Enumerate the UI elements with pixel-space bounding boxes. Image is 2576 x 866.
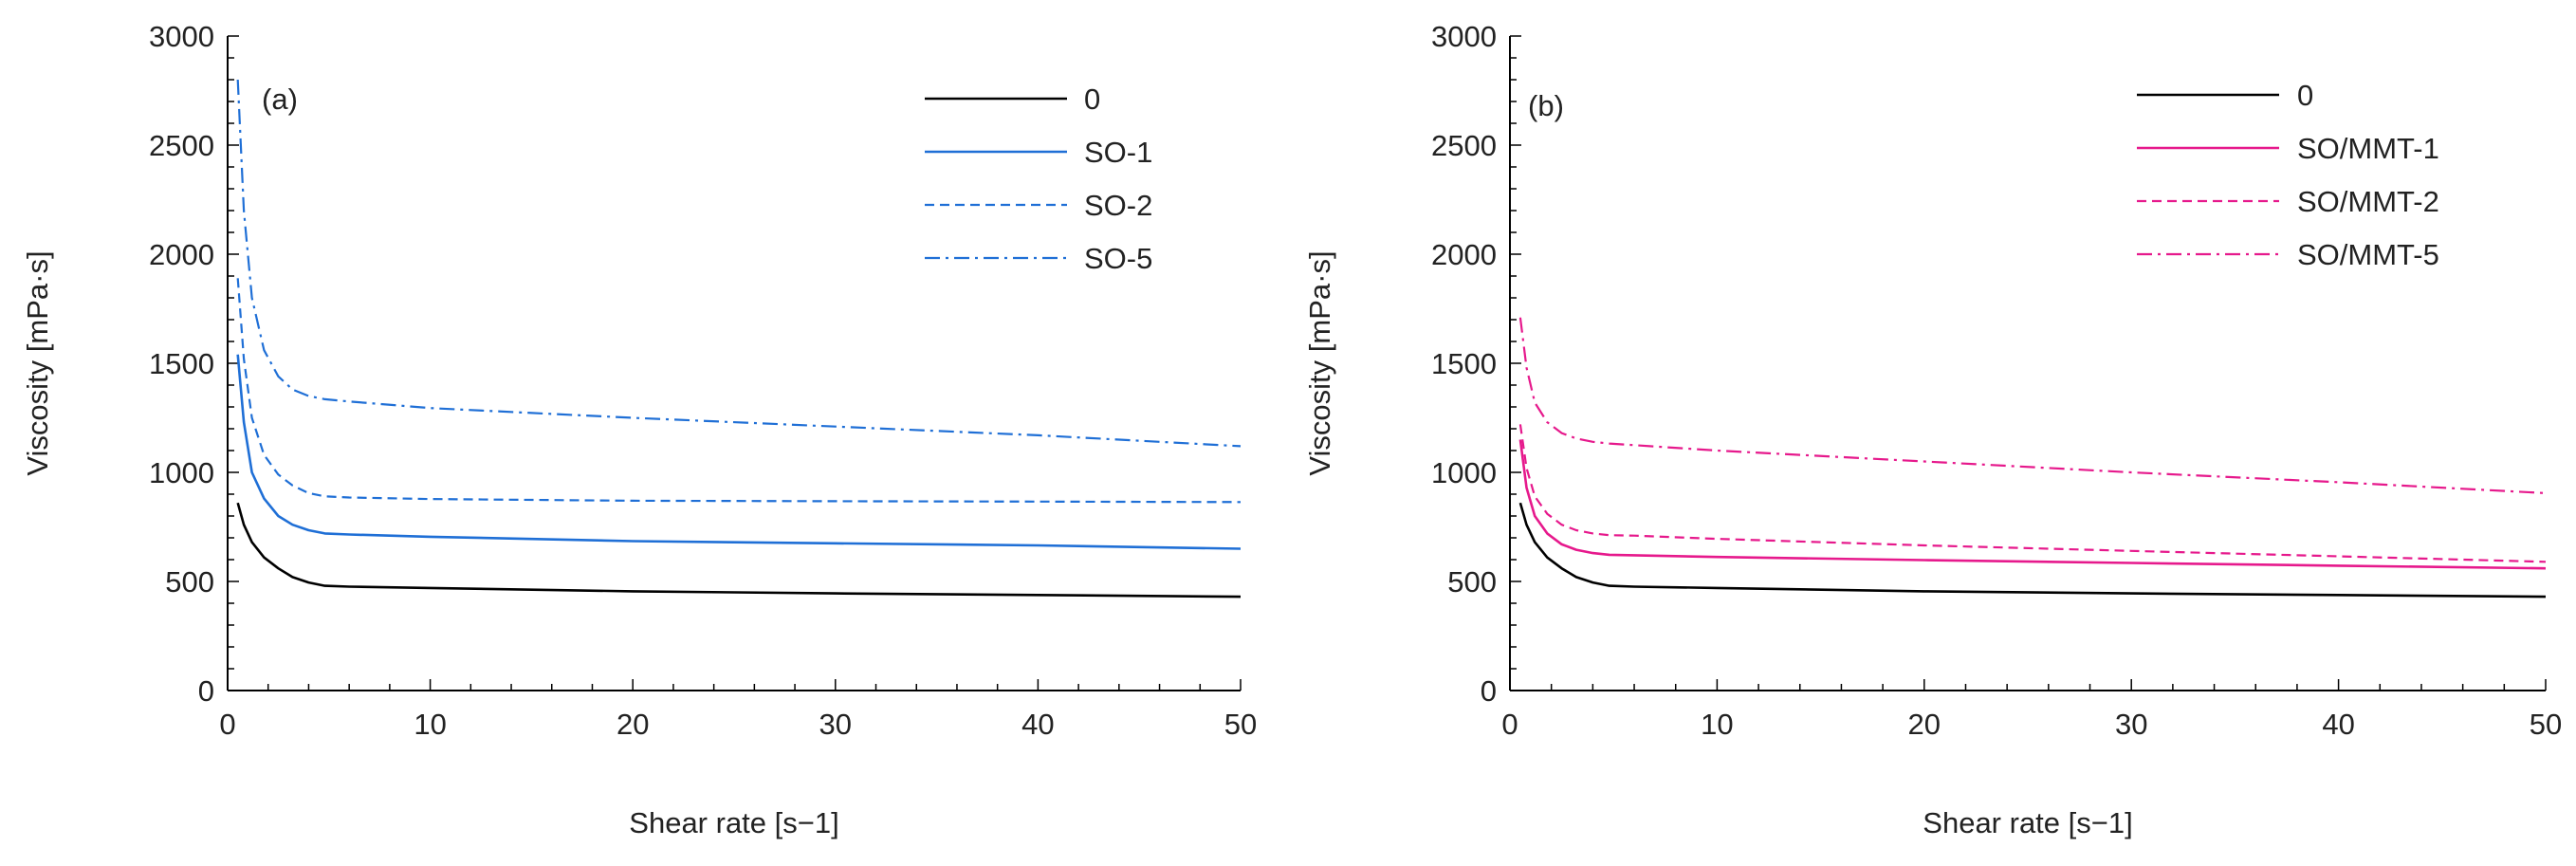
y-tick-label: 3000 [149,20,214,53]
y-tick-label: 2500 [1431,129,1497,162]
y-tick-label: 500 [165,565,214,599]
y-tick-label: 1500 [1431,347,1497,380]
legend-label: SO/MMT-5 [2297,238,2439,271]
x-tick-label: 0 [219,708,235,741]
legend-label: 0 [1084,83,1100,116]
y-tick-label: 2000 [1431,238,1497,271]
x-tick-label: 20 [616,708,649,741]
panel-label: (a) [262,83,298,116]
legend-label: SO/MMT-1 [2297,132,2439,165]
y-tick-label: 0 [1481,674,1497,708]
y-tick-label: 3000 [1431,20,1497,53]
x-axis-label: Shear rate [s−1] [1923,806,2132,839]
series-line-0 [236,502,1242,599]
y-tick-label: 2000 [149,238,214,271]
legend-label: SO-5 [1084,242,1152,275]
legend-label: SO-1 [1084,136,1152,169]
panel-label: (b) [1528,89,1564,122]
series-line-so-2 [236,278,1242,504]
x-tick-label: 20 [1908,708,1941,741]
legend-label: 0 [2297,79,2313,112]
series-line-so-mmt-2 [1518,424,2547,563]
x-tick-label: 10 [1701,708,1733,741]
panel-b: 0 500 1000 1500 2000 2500 3000 0 10 20 30 40 50 Shear… [1303,20,2562,839]
series-line-so-mmt-1 [1518,439,2547,570]
series-line-so-mmt-5 [1518,317,2547,494]
y-tick-label: 1000 [1431,456,1497,489]
y-tick-label: 2500 [149,129,214,162]
y-tick-label: 500 [1447,565,1497,599]
x-tick-label: 30 [819,708,852,741]
x-tick-label: 50 [2530,708,2562,741]
y-tick-label: 1000 [149,456,214,489]
legend-label: SO/MMT-2 [2297,185,2439,218]
x-axis-label: Shear rate [s−1] [629,806,838,839]
legend-label: SO-2 [1084,189,1152,222]
panel-a: 0 500 1000 1500 2000 2500 3000 0 10 20 30 40 50 Shear… [21,20,1257,839]
x-tick-label: 30 [2115,708,2147,741]
series-line-so-5 [236,79,1242,448]
y-tick-label: 1500 [149,347,214,380]
x-tick-label: 0 [1501,708,1518,741]
series-line-0 [1518,502,2547,599]
x-tick-label: 40 [1021,708,1054,741]
series-line-so-1 [236,354,1242,550]
x-tick-label: 50 [1224,708,1257,741]
y-axis-label: Viscosity [mPa·s] [1303,250,1336,475]
y-axis-label: Viscosity [mPa·s] [21,250,54,475]
x-tick-label: 10 [414,708,446,741]
y-tick-label: 0 [198,674,214,708]
x-tick-label: 40 [2322,708,2354,741]
